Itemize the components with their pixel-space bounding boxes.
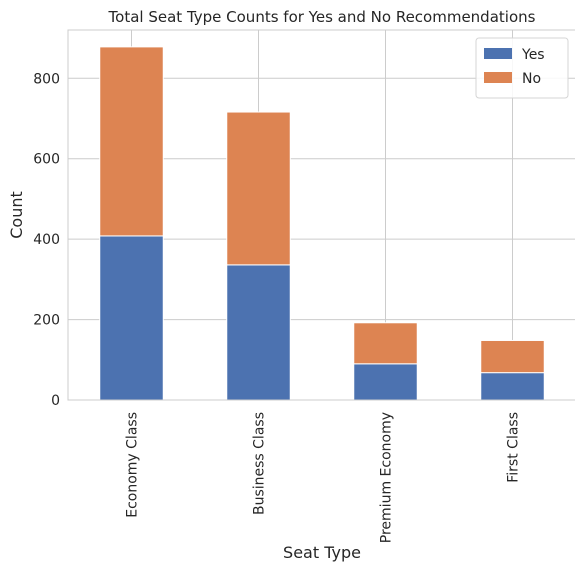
legend-swatch-yes <box>484 48 512 59</box>
bar-yes-economy-class <box>100 236 164 400</box>
x-tick-label: Economy Class <box>125 412 141 518</box>
bar-no-first-class <box>481 340 545 372</box>
y-tick-label: 0 <box>51 393 60 409</box>
y-axis-label: Count <box>7 191 26 239</box>
x-tick-label: Premium Economy <box>379 412 395 543</box>
bar-no-economy-class <box>100 47 164 236</box>
bar-no-business-class <box>227 112 291 265</box>
y-tick-label: 800 <box>33 71 60 87</box>
x-tick-label: First Class <box>506 412 522 483</box>
bars <box>100 47 545 400</box>
legend-label-no: No <box>522 71 541 87</box>
chart-title: Total Seat Type Counts for Yes and No Re… <box>108 8 536 26</box>
bar-yes-first-class <box>481 373 545 400</box>
bar-yes-business-class <box>227 265 291 400</box>
bar-yes-premium-economy <box>354 364 418 400</box>
y-tick-label: 400 <box>33 232 60 248</box>
y-tick-label: 200 <box>33 313 60 329</box>
y-axis-ticks: 0 200 400 600 800 <box>33 71 60 409</box>
bar-no-premium-economy <box>354 323 418 364</box>
x-tick-label: Business Class <box>252 412 268 515</box>
legend-label-yes: Yes <box>521 47 545 63</box>
legend: Yes No <box>476 38 568 98</box>
x-axis-label: Seat Type <box>283 543 361 562</box>
legend-swatch-no <box>484 72 512 83</box>
y-tick-label: 600 <box>33 152 60 168</box>
x-axis-ticks: Economy Class Business Class Premium Econo… <box>125 412 522 543</box>
